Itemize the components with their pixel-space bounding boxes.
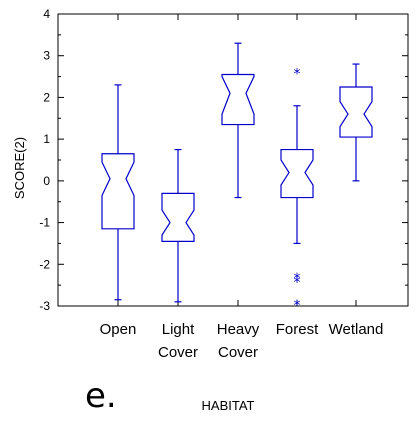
notched-box <box>161 192 195 242</box>
category-label: Heavy <box>217 321 260 338</box>
outlier-point: * <box>294 275 301 291</box>
outlier-point: * <box>294 271 301 287</box>
category-label: Cover <box>218 344 258 361</box>
notched-box <box>101 153 135 230</box>
y-tick-label: -1 <box>39 216 50 230</box>
box-group <box>221 42 255 199</box>
y-tick-label: -2 <box>39 257 50 271</box>
category-labels: Open Light Cover Heavy Cover Forest Wetland <box>100 321 384 361</box>
notched-box <box>221 73 255 126</box>
box-group <box>339 63 373 182</box>
category-label: Light <box>162 321 195 338</box>
panel-label: e. <box>85 376 117 416</box>
box-group: **** <box>280 66 314 314</box>
notched-box <box>280 148 314 199</box>
y-tick-label: 4 <box>43 7 50 21</box>
y-tick-label: 1 <box>43 132 50 146</box>
y-tick-label: 3 <box>43 49 50 63</box>
box-group <box>161 148 195 303</box>
outlier-point: * <box>294 298 301 314</box>
outlier-point: * <box>294 66 301 82</box>
notched-box <box>339 86 373 138</box>
category-label: Cover <box>158 344 198 361</box>
y-tick-label: -3 <box>39 299 50 313</box>
category-label: Open <box>100 321 137 338</box>
category-label: Wetland <box>329 321 384 338</box>
x-axis-title: HABITAT <box>202 398 255 413</box>
y-axis-title: SCORE(2) <box>12 137 27 199</box>
category-label: Forest <box>276 321 319 338</box>
y-tick-labels: -3 -2 -1 0 1 2 3 4 <box>39 7 50 313</box>
y-tick-label: 2 <box>43 90 50 104</box>
box-group <box>101 84 135 301</box>
plot-axes <box>57 13 409 307</box>
box-series: **** <box>101 42 373 314</box>
y-tick-label: 0 <box>43 174 50 188</box>
